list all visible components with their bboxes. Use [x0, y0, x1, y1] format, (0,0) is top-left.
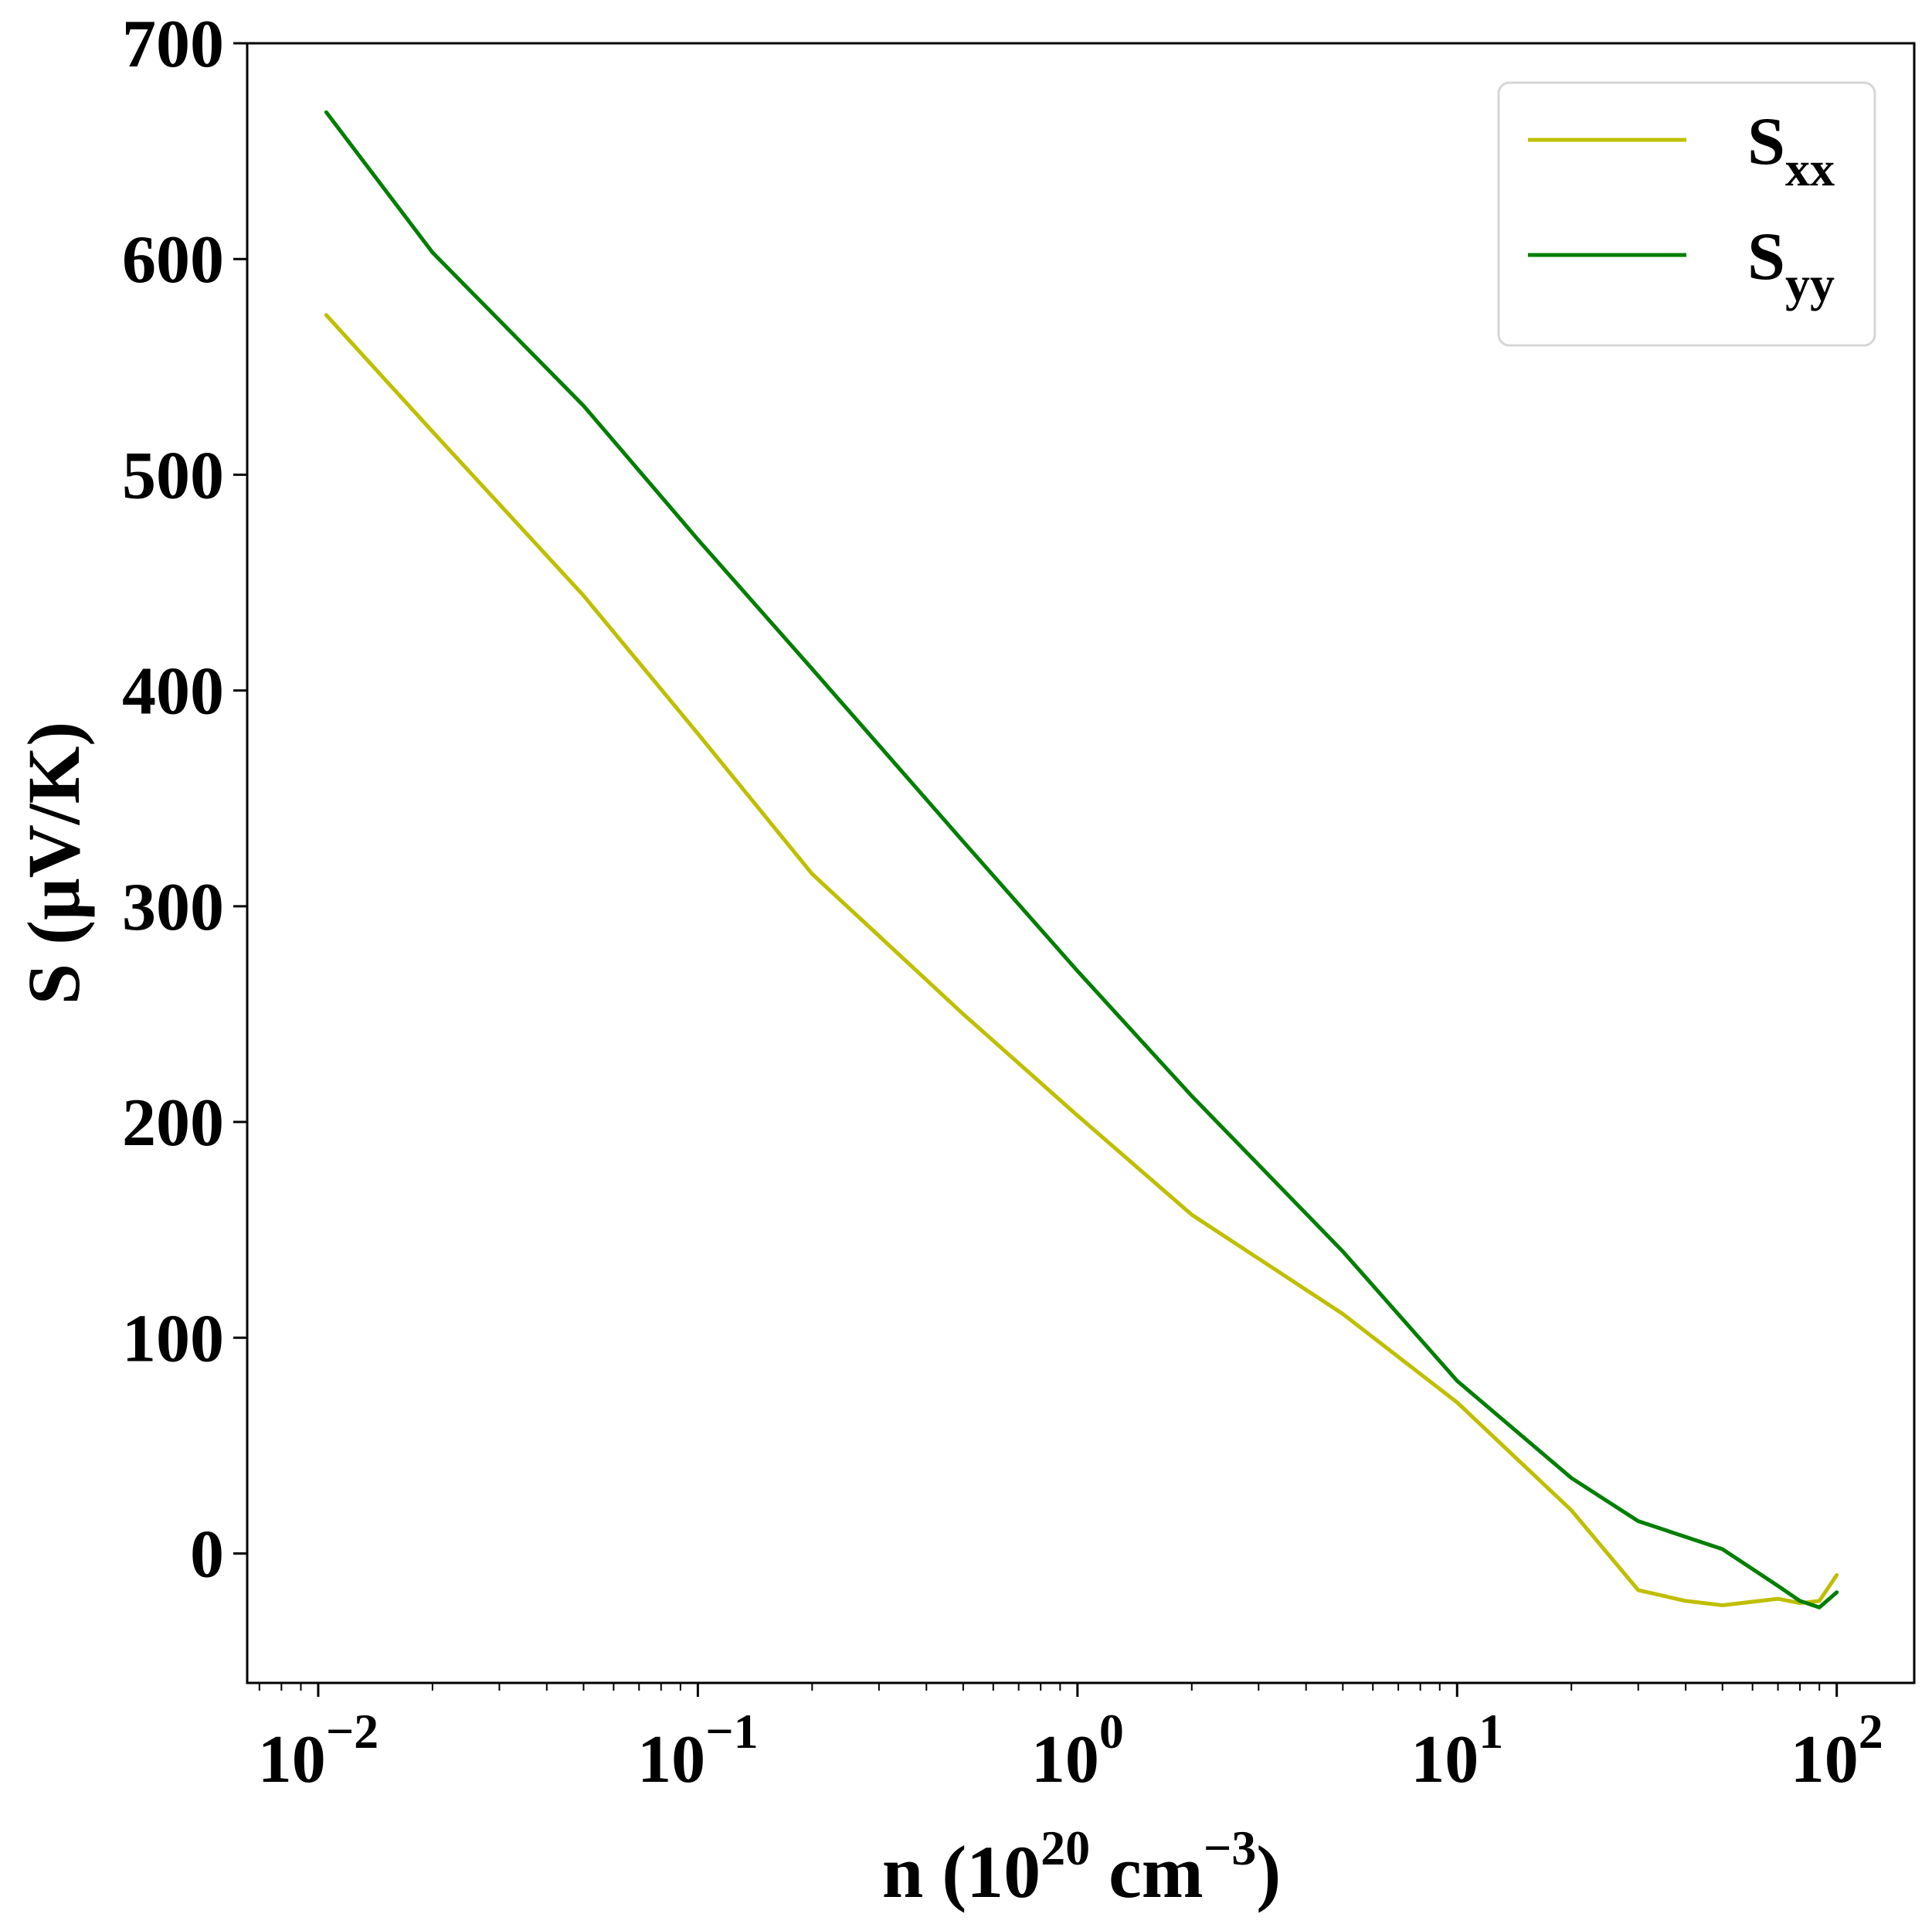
series-layer	[324, 110, 1839, 1610]
x-tick-label: 100	[1031, 1704, 1124, 1797]
y-tick-label: 300	[122, 870, 224, 945]
x-tick-label: 102	[1791, 1704, 1883, 1797]
y-tick-label: 500	[122, 438, 224, 513]
legend-label-sxx: Sxx	[1747, 104, 1835, 196]
x-axis-label: n (1020 cm−3)	[882, 1820, 1281, 1913]
y-axis-label: S (μV/K)	[12, 722, 95, 1004]
y-tick-label: 600	[122, 223, 224, 297]
y-tick-label: 200	[122, 1086, 224, 1161]
series-line-Syy	[324, 110, 1839, 1610]
y-tick-label: 0	[190, 1517, 224, 1592]
x-tick-label: 10−2	[258, 1704, 379, 1797]
legend: Sxx Syy	[1497, 81, 1876, 347]
x-axis-ticks: 10−2 10−1 100 101 102	[258, 1683, 1883, 1797]
y-axis-ticks: 0 100 200 300 400 500 600 700	[122, 7, 247, 1592]
series-line-Sxx	[324, 313, 1839, 1607]
y-tick-label: 100	[122, 1301, 224, 1376]
legend-box	[1497, 81, 1876, 347]
x-tick-label: 101	[1411, 1704, 1503, 1797]
plot-frame	[246, 42, 1916, 1684]
y-tick-label: 400	[122, 654, 224, 729]
y-tick-label: 700	[122, 7, 224, 82]
x-tick-label: 10−1	[637, 1704, 758, 1797]
legend-label-syy: Syy	[1747, 219, 1835, 311]
